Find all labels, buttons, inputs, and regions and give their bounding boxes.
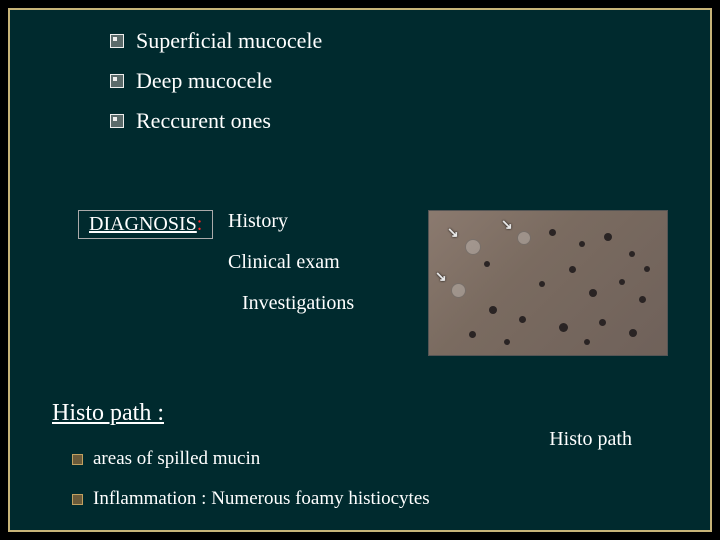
bullet-text: Superficial mucocele xyxy=(136,28,322,54)
slide-frame: Superficial mucocele Deep mucocele Reccu… xyxy=(8,8,712,532)
diagnosis-label-box: DIAGNOSIS: xyxy=(78,210,213,239)
histopath-list: areas of spilled mucin Inflammation : Nu… xyxy=(72,448,430,528)
arrow-icon: ↘ xyxy=(447,225,459,242)
histopath-heading: Histo path : xyxy=(52,400,164,427)
square-bullet-icon xyxy=(110,114,124,128)
diagnosis-item: Clinical exam xyxy=(228,251,354,274)
diagnosis-item: History xyxy=(228,210,354,233)
arrow-icon: ↘ xyxy=(435,269,447,286)
list-item: Inflammation : Numerous foamy histiocyte… xyxy=(72,488,430,510)
bullet-text: areas of spilled mucin xyxy=(93,448,260,470)
small-square-bullet-icon xyxy=(72,494,83,505)
list-item: areas of spilled mucin xyxy=(72,448,430,470)
bullet-text: Reccurent ones xyxy=(136,108,271,134)
diagnosis-label: DIAGNOSIS: xyxy=(89,213,202,235)
diagnosis-label-text: DIAGNOSIS xyxy=(89,213,197,235)
bullet-text: Deep mucocele xyxy=(136,68,272,94)
diagnosis-items: History Clinical exam Investigations xyxy=(228,210,354,333)
square-bullet-icon xyxy=(110,34,124,48)
histopath-image: ↘ ↘ ↘ xyxy=(428,210,668,356)
image-caption: Histo path xyxy=(549,428,632,451)
diagnosis-item: Investigations xyxy=(242,292,354,315)
bullet-text: Inflammation : Numerous foamy histiocyte… xyxy=(93,488,430,510)
square-bullet-icon xyxy=(110,74,124,88)
list-item: Deep mucocele xyxy=(110,68,322,94)
arrow-icon: ↘ xyxy=(501,217,513,234)
small-square-bullet-icon xyxy=(72,454,83,465)
top-bullet-list: Superficial mucocele Deep mucocele Reccu… xyxy=(110,28,322,148)
colon-accent: : xyxy=(197,213,203,235)
list-item: Superficial mucocele xyxy=(110,28,322,54)
list-item: Reccurent ones xyxy=(110,108,322,134)
